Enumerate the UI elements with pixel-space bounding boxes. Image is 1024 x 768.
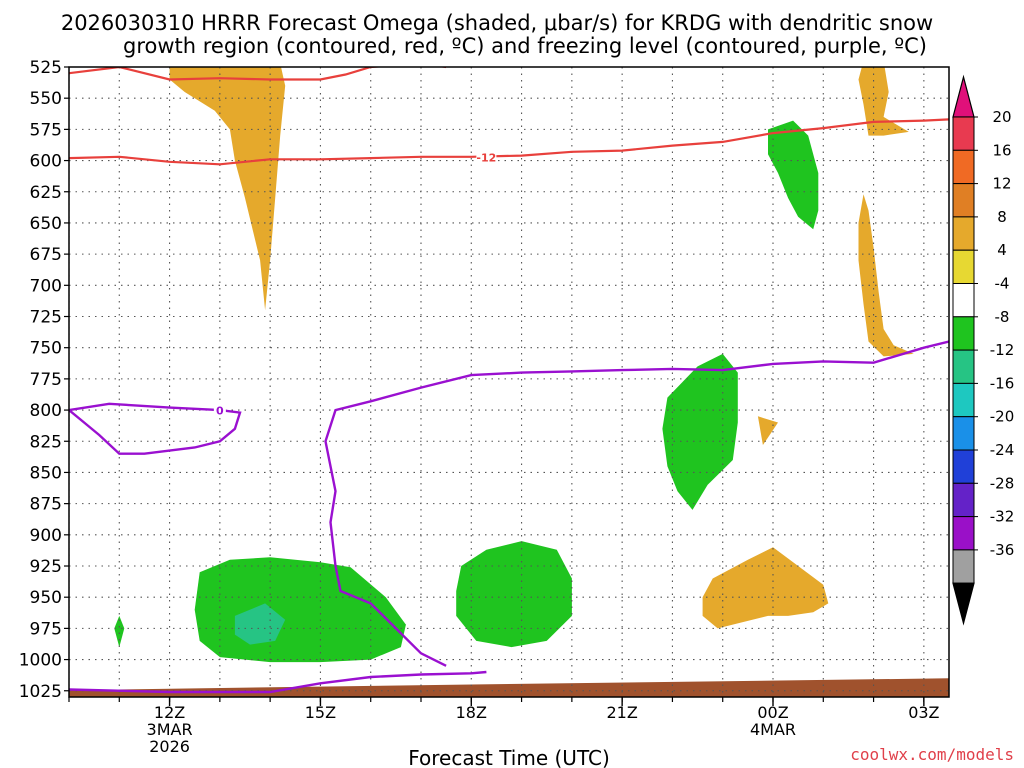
grid-lines [69, 67, 949, 697]
snow-growth-contour-upper [69, 67, 447, 81]
freezing-contour-label-bg [213, 403, 226, 417]
x-tick-label-18Z: 18Z [456, 703, 487, 722]
y-tick-label-700: 700 [30, 276, 62, 296]
colorbar-swatch-4 [952, 249, 975, 284]
y-tick-label-775: 775 [30, 370, 62, 390]
x-tick-label-21Z: 21Z [606, 703, 637, 722]
omega-region-7 [768, 120, 819, 230]
x-tick-label-15Z: 15Z [305, 703, 336, 722]
y-tick-label-550: 550 [30, 89, 62, 109]
y-tick-label-875: 875 [30, 495, 62, 515]
y-tick-label-600: 600 [30, 152, 62, 172]
y-tick-label-800: 800 [30, 401, 62, 421]
chart-title-line1: 2026030310 HRRR Forecast Omega (shaded, … [61, 11, 933, 35]
omega-region-15 [662, 353, 738, 510]
omega-region-10 [114, 615, 125, 648]
colorbar-bottom-arrow [952, 582, 975, 626]
colorbar-label--24: -24 [990, 441, 1015, 459]
omega-region-1 [169, 67, 286, 311]
y-tick-label-650: 650 [30, 214, 62, 234]
x-axis-label: Forecast Time (UTC) [408, 746, 610, 768]
x-tick-label-00Z: 00Z [757, 703, 788, 722]
omega-region-9 [94, 534, 160, 660]
colorbar-label-12: 12 [992, 175, 1011, 193]
colorbar-top-arrow [952, 74, 975, 118]
colorbar-swatch-5 [952, 283, 975, 318]
snow-contour-label: -12 [476, 151, 496, 164]
colorbar-swatch-11 [952, 482, 975, 518]
x-tick-date-12Z: 3MAR [147, 720, 193, 739]
colorbar-swatch-0 [952, 116, 975, 151]
colorbar-label--36: -36 [990, 541, 1015, 559]
y-tick-label-1025: 1025 [19, 682, 62, 702]
colorbar-swatch-2 [952, 183, 975, 218]
omega-shading [94, 67, 949, 672]
contours: -12 0 [69, 67, 949, 694]
colorbar: 20 16 12 8 4 -4 -8 -12 -16 -20 -24 -28 -32 -36 [952, 74, 1015, 626]
omega-region-5 [702, 547, 829, 629]
colorbar-label-4: 4 [997, 241, 1007, 259]
y-tick-label-850: 850 [30, 463, 62, 483]
colorbar-swatch-10 [952, 449, 975, 484]
y-tick-label-975: 975 [30, 619, 62, 639]
y-tick-label-950: 950 [30, 588, 62, 608]
credit-text[interactable]: coolwx.com/models [850, 745, 1014, 764]
colorbar-swatch-13 [952, 549, 975, 584]
freezing-contour-loop [69, 402, 242, 455]
x-tick-label-03Z: 03Z [908, 703, 939, 722]
colorbar-label--16: -16 [990, 374, 1015, 392]
omega-region-14 [456, 541, 572, 648]
colorbar-swatch-9 [952, 416, 975, 451]
colorbar-label--12: -12 [990, 341, 1015, 359]
y-tick-label-900: 900 [30, 526, 62, 546]
colorbar-label-8: 8 [997, 208, 1007, 226]
y-tick-label-1000: 1000 [19, 651, 62, 671]
y-axis: 525 550 575 600 625 650 675 700 725 750 775 800 825 8… [19, 58, 69, 702]
ground-terrain [69, 678, 949, 697]
colorbar-swatch-3 [952, 216, 975, 251]
colorbar-swatch-6 [952, 316, 975, 351]
colorbar-label--28: -28 [990, 474, 1015, 492]
y-tick-label-825: 825 [30, 432, 62, 452]
omega-region-2 [858, 67, 909, 136]
freezing-contour-label: 0 [216, 405, 224, 418]
colorbar-label--4: -4 [995, 275, 1010, 293]
x-tick-label-12Z: 12Z [154, 703, 185, 722]
terrain-fill [69, 678, 949, 697]
omega-region-8 [938, 123, 949, 286]
snow-growth-contour-lower [69, 118, 949, 166]
x-tick-year-12Z: 2026 [149, 737, 190, 756]
y-tick-label-750: 750 [30, 339, 62, 359]
y-tick-label-525: 525 [30, 58, 62, 78]
colorbar-swatch-1 [952, 149, 975, 185]
colorbar-swatch-7 [952, 349, 975, 384]
y-tick-label-725: 725 [30, 308, 62, 328]
snow-contour-label-bg [476, 149, 497, 163]
colorbar-label--32: -32 [990, 508, 1015, 526]
freezing-contour-lower [69, 670, 487, 694]
omega-region-13 [234, 603, 286, 645]
y-tick-label-575: 575 [30, 120, 62, 140]
freezing-contour-main [324, 340, 949, 667]
colorbar-label-16: 16 [992, 141, 1011, 159]
colorbar-label-20: 20 [992, 108, 1011, 126]
omega-region-3 [858, 194, 914, 357]
colorbar-swatch-8 [952, 382, 975, 418]
colorbar-label--8: -8 [995, 308, 1010, 326]
y-tick-label-925: 925 [30, 557, 62, 577]
chart-title-line2: growth region (contoured, red, ºC) and f… [123, 34, 927, 58]
colorbar-label--20: -20 [990, 408, 1015, 426]
x-tick-date-00Z: 4MAR [750, 720, 796, 739]
omega-region-4 [757, 416, 778, 445]
omega-region-0 [99, 106, 135, 226]
y-tick-label-625: 625 [30, 183, 62, 203]
y-tick-label-675: 675 [30, 245, 62, 265]
colorbar-swatch-12 [952, 516, 975, 551]
plot-frame [68, 66, 950, 698]
